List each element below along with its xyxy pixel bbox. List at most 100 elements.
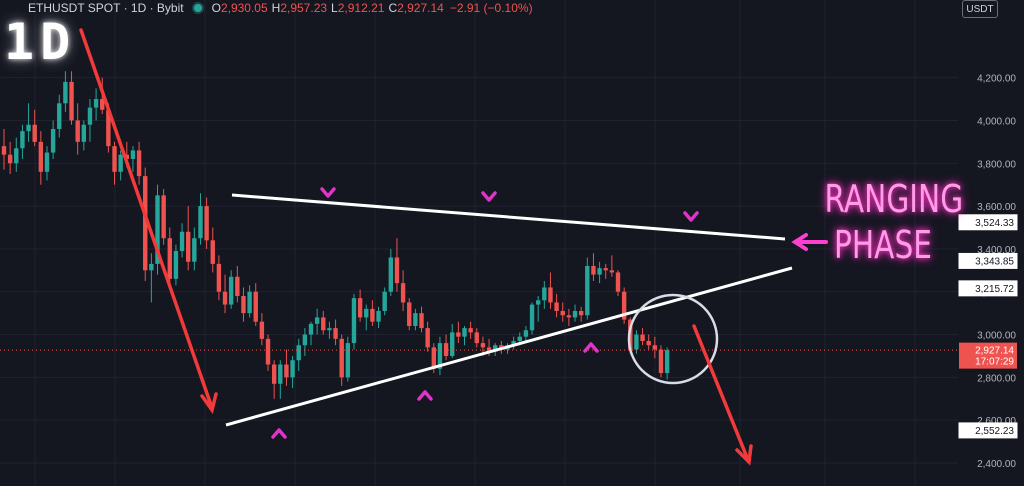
candle-body bbox=[327, 328, 332, 331]
candle-body bbox=[646, 340, 651, 346]
support-touch-markers bbox=[271, 342, 599, 439]
candle-body bbox=[572, 310, 578, 318]
candle-body bbox=[456, 332, 461, 337]
high-value: 2,957.23 bbox=[280, 1, 328, 15]
candle-body bbox=[228, 276, 234, 305]
candle-body bbox=[87, 107, 93, 125]
candle-body bbox=[566, 315, 572, 318]
price-tick-label: 2,600.00 bbox=[977, 416, 1016, 427]
candle-body bbox=[585, 266, 590, 316]
candle-body bbox=[118, 154, 123, 172]
candle-body bbox=[57, 103, 62, 130]
high-label: H bbox=[271, 1, 281, 15]
candle-body bbox=[247, 291, 252, 314]
candle-body bbox=[560, 310, 565, 316]
trendline-drawings[interactable] bbox=[79, 28, 828, 466]
candle-body bbox=[14, 148, 19, 164]
candle-body bbox=[143, 176, 148, 271]
candle-body bbox=[167, 238, 172, 279]
currency-button[interactable]: USDT bbox=[962, 0, 998, 18]
price-tick-label: 3,800.00 bbox=[977, 159, 1016, 170]
candle-body bbox=[136, 150, 142, 177]
candle-body bbox=[290, 360, 295, 378]
candle-body bbox=[69, 81, 74, 121]
open-value: 2,930.05 bbox=[220, 1, 268, 15]
annotation-line-2: PHASE bbox=[834, 223, 932, 267]
candle-body bbox=[468, 328, 473, 333]
close-label: C bbox=[388, 1, 398, 15]
candle-body bbox=[222, 291, 228, 305]
countdown-label: 17:07:29 bbox=[975, 357, 1014, 368]
chart-legend-header: ETHUSDT SPOT · 1D · Bybit O 2,930.05 H 2,9… bbox=[0, 0, 533, 16]
candle-body bbox=[640, 334, 645, 341]
candle-body bbox=[609, 270, 615, 273]
candle-body bbox=[542, 287, 547, 301]
support-line bbox=[225, 266, 793, 427]
price-tag-label: 3,215.72 bbox=[975, 284, 1014, 295]
candle-body bbox=[443, 343, 449, 356]
candle-body bbox=[149, 263, 154, 271]
candle-body bbox=[419, 313, 424, 329]
candle-body bbox=[44, 152, 50, 172]
candle-body bbox=[658, 349, 664, 374]
candle-body bbox=[161, 195, 166, 239]
candle-body bbox=[523, 330, 529, 337]
price-tag-box bbox=[959, 342, 1017, 369]
timeframe-label: 1D bbox=[4, 13, 77, 71]
candle-body bbox=[615, 272, 621, 292]
low-value: 2,912.21 bbox=[337, 1, 385, 15]
price-tag-label: 3,524.33 bbox=[975, 218, 1014, 229]
candle-body bbox=[32, 124, 37, 142]
candle-body bbox=[364, 308, 369, 318]
price-tick-label: 2,400.00 bbox=[977, 459, 1016, 470]
candle-body bbox=[425, 328, 430, 348]
candle-body bbox=[314, 317, 320, 324]
candle-body bbox=[186, 231, 191, 262]
candle-body bbox=[20, 131, 25, 149]
candle-body bbox=[100, 99, 105, 110]
candle-body bbox=[271, 364, 277, 384]
candle-body bbox=[339, 338, 344, 378]
candle-body bbox=[462, 328, 467, 337]
candle-body bbox=[265, 338, 271, 365]
down-arrow-right bbox=[692, 324, 753, 466]
candle-body bbox=[431, 347, 436, 369]
candle-body bbox=[241, 296, 246, 314]
down-arrow-left bbox=[79, 28, 218, 415]
price-tick-label: 4,200.00 bbox=[977, 74, 1016, 85]
candle-body bbox=[486, 347, 492, 352]
candle-body bbox=[284, 364, 289, 378]
price-tick-label: 3,400.00 bbox=[977, 245, 1016, 256]
candle-body bbox=[1, 146, 7, 155]
candle-body bbox=[321, 317, 326, 331]
price-tag-box bbox=[958, 214, 1018, 231]
candle-body bbox=[529, 304, 535, 331]
candle-body bbox=[400, 283, 406, 303]
candlestick-series bbox=[1, 71, 670, 399]
price-tick-label: 4,000.00 bbox=[977, 116, 1016, 127]
resistance-touch-markers bbox=[320, 187, 699, 222]
price-tag-box bbox=[958, 422, 1018, 439]
candle-body bbox=[493, 345, 498, 352]
candle-body bbox=[130, 150, 136, 159]
candle-body bbox=[394, 257, 400, 284]
candle-body bbox=[634, 334, 639, 350]
candle-body bbox=[376, 310, 381, 322]
candle-body bbox=[81, 124, 87, 142]
candle-body bbox=[591, 266, 596, 275]
candle-body bbox=[370, 308, 375, 322]
candle-body bbox=[351, 298, 357, 344]
candle-body bbox=[63, 81, 68, 104]
symbol-label[interactable]: ETHUSDT SPOT · 1D · Bybit bbox=[28, 1, 184, 15]
candle-body bbox=[179, 231, 185, 252]
candle-body bbox=[192, 238, 197, 262]
breakdown-circle bbox=[627, 293, 719, 385]
candle-body bbox=[26, 124, 31, 132]
candle-body bbox=[50, 129, 56, 153]
candle-body bbox=[578, 310, 584, 316]
low-label: L bbox=[331, 1, 338, 15]
candle-body bbox=[357, 298, 363, 318]
candle-body bbox=[382, 291, 387, 311]
candle-body bbox=[597, 268, 602, 275]
